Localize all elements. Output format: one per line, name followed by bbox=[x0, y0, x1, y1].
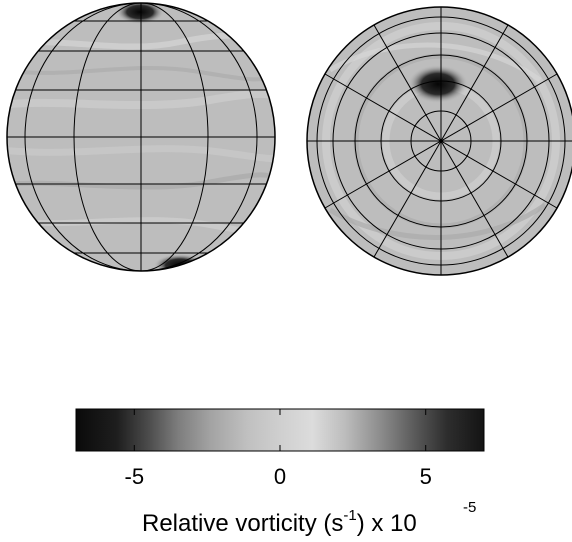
equatorial-globe-outline bbox=[6, 2, 276, 272]
colorbar-label-prefix: Relative vorticity (s bbox=[142, 510, 343, 537]
polar-vortex bbox=[408, 65, 468, 103]
colorbar-label: Relative vorticity (s-1) x 10 bbox=[142, 507, 417, 537]
polar-globe-outline bbox=[306, 6, 572, 276]
colorbar-tick-label: 0 bbox=[274, 464, 286, 489]
colorbar-label-exponent: -1 bbox=[343, 507, 356, 524]
polar-globe bbox=[306, 6, 572, 276]
colorbar-gradient bbox=[75, 408, 485, 452]
colorbar-tick-label: 5 bbox=[420, 464, 432, 489]
colorbar-ticks: -5 0 5 bbox=[125, 409, 432, 489]
colorbar-tick-label: -5 bbox=[125, 464, 145, 489]
equatorial-globe bbox=[6, 2, 276, 272]
colorbar: -5 0 5 Relative vorticity (s-1) x 10 -5 bbox=[75, 408, 485, 537]
polar-globe-graticule bbox=[307, 7, 572, 275]
colorbar-scale-exponent: -5 bbox=[463, 499, 476, 516]
colorbar-label-suffix: ) x 10 bbox=[357, 510, 417, 537]
